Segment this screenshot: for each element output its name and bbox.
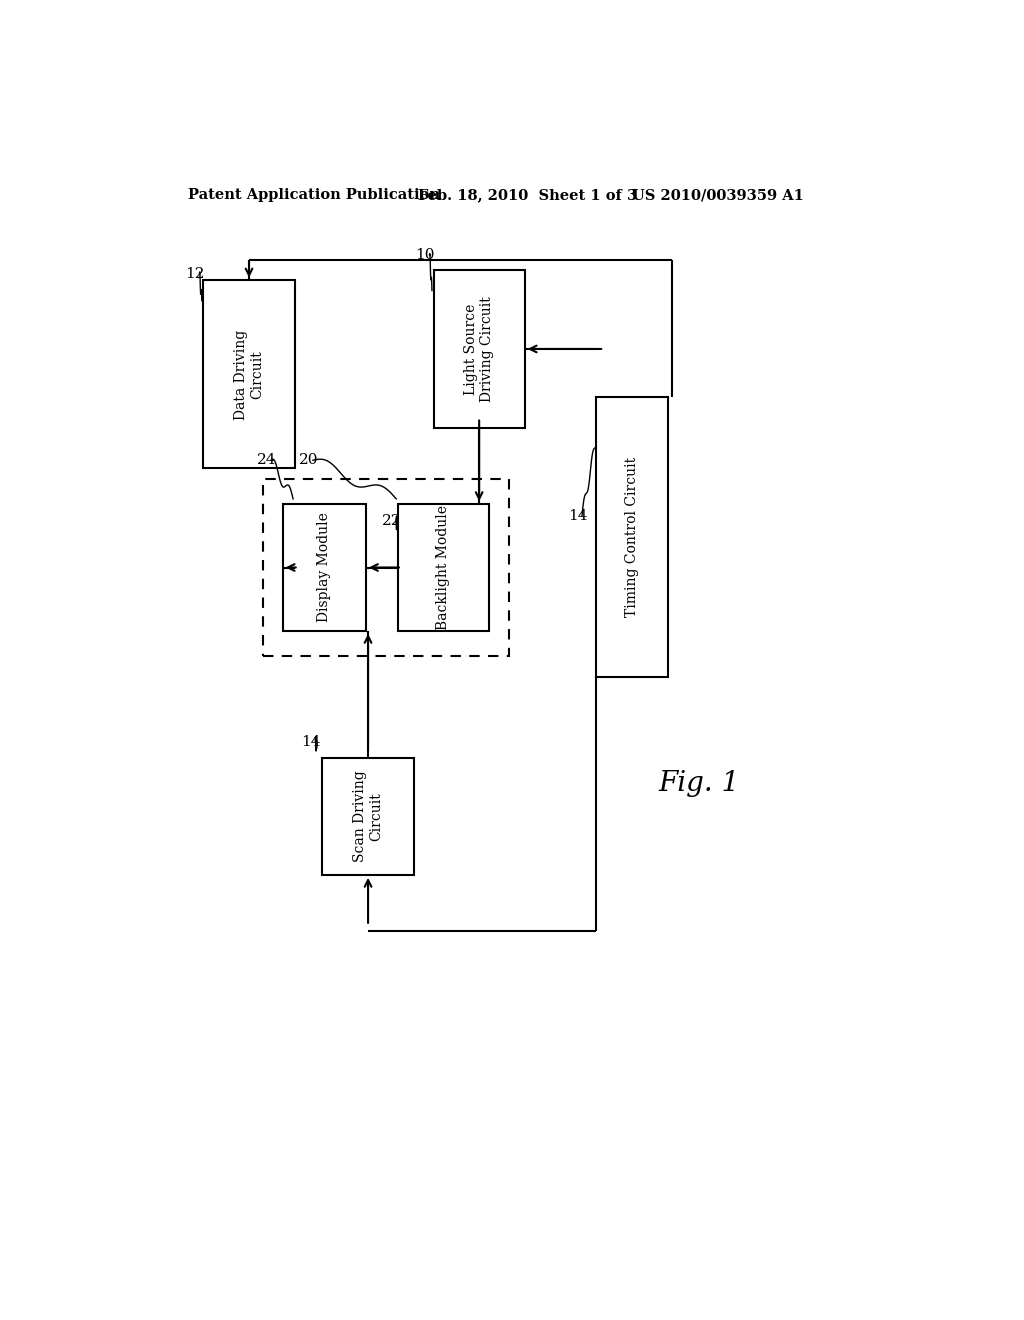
Text: Timing Control Circuit: Timing Control Circuit [625,457,639,616]
Bar [263,479,509,656]
Text: Scan Driving
Circuit: Scan Driving Circuit [353,771,383,862]
Text: Light Source
Driving Circuit: Light Source Driving Circuit [464,296,495,401]
Text: 10: 10 [416,248,435,261]
Text: 14: 14 [567,510,587,523]
Text: Display Module: Display Module [317,512,332,623]
Bar [283,504,367,631]
Text: Patent Application Publication: Patent Application Publication [187,189,439,202]
Text: Backlight Module: Backlight Module [436,506,451,630]
Bar [204,280,295,469]
Text: Fig. 1: Fig. 1 [658,770,740,797]
Text: US 2010/0039359 A1: US 2010/0039359 A1 [632,189,804,202]
Text: 12: 12 [185,267,205,281]
Text: Data Driving
Circuit: Data Driving Circuit [233,329,264,420]
Bar [323,758,414,875]
Text: Feb. 18, 2010  Sheet 1 of 3: Feb. 18, 2010 Sheet 1 of 3 [418,189,637,202]
Bar [433,271,524,428]
Text: 14: 14 [301,735,321,748]
Text: 24: 24 [257,453,276,467]
Bar [397,504,489,631]
Text: 20: 20 [299,453,318,467]
Bar [596,397,668,677]
Text: 22: 22 [382,515,401,528]
